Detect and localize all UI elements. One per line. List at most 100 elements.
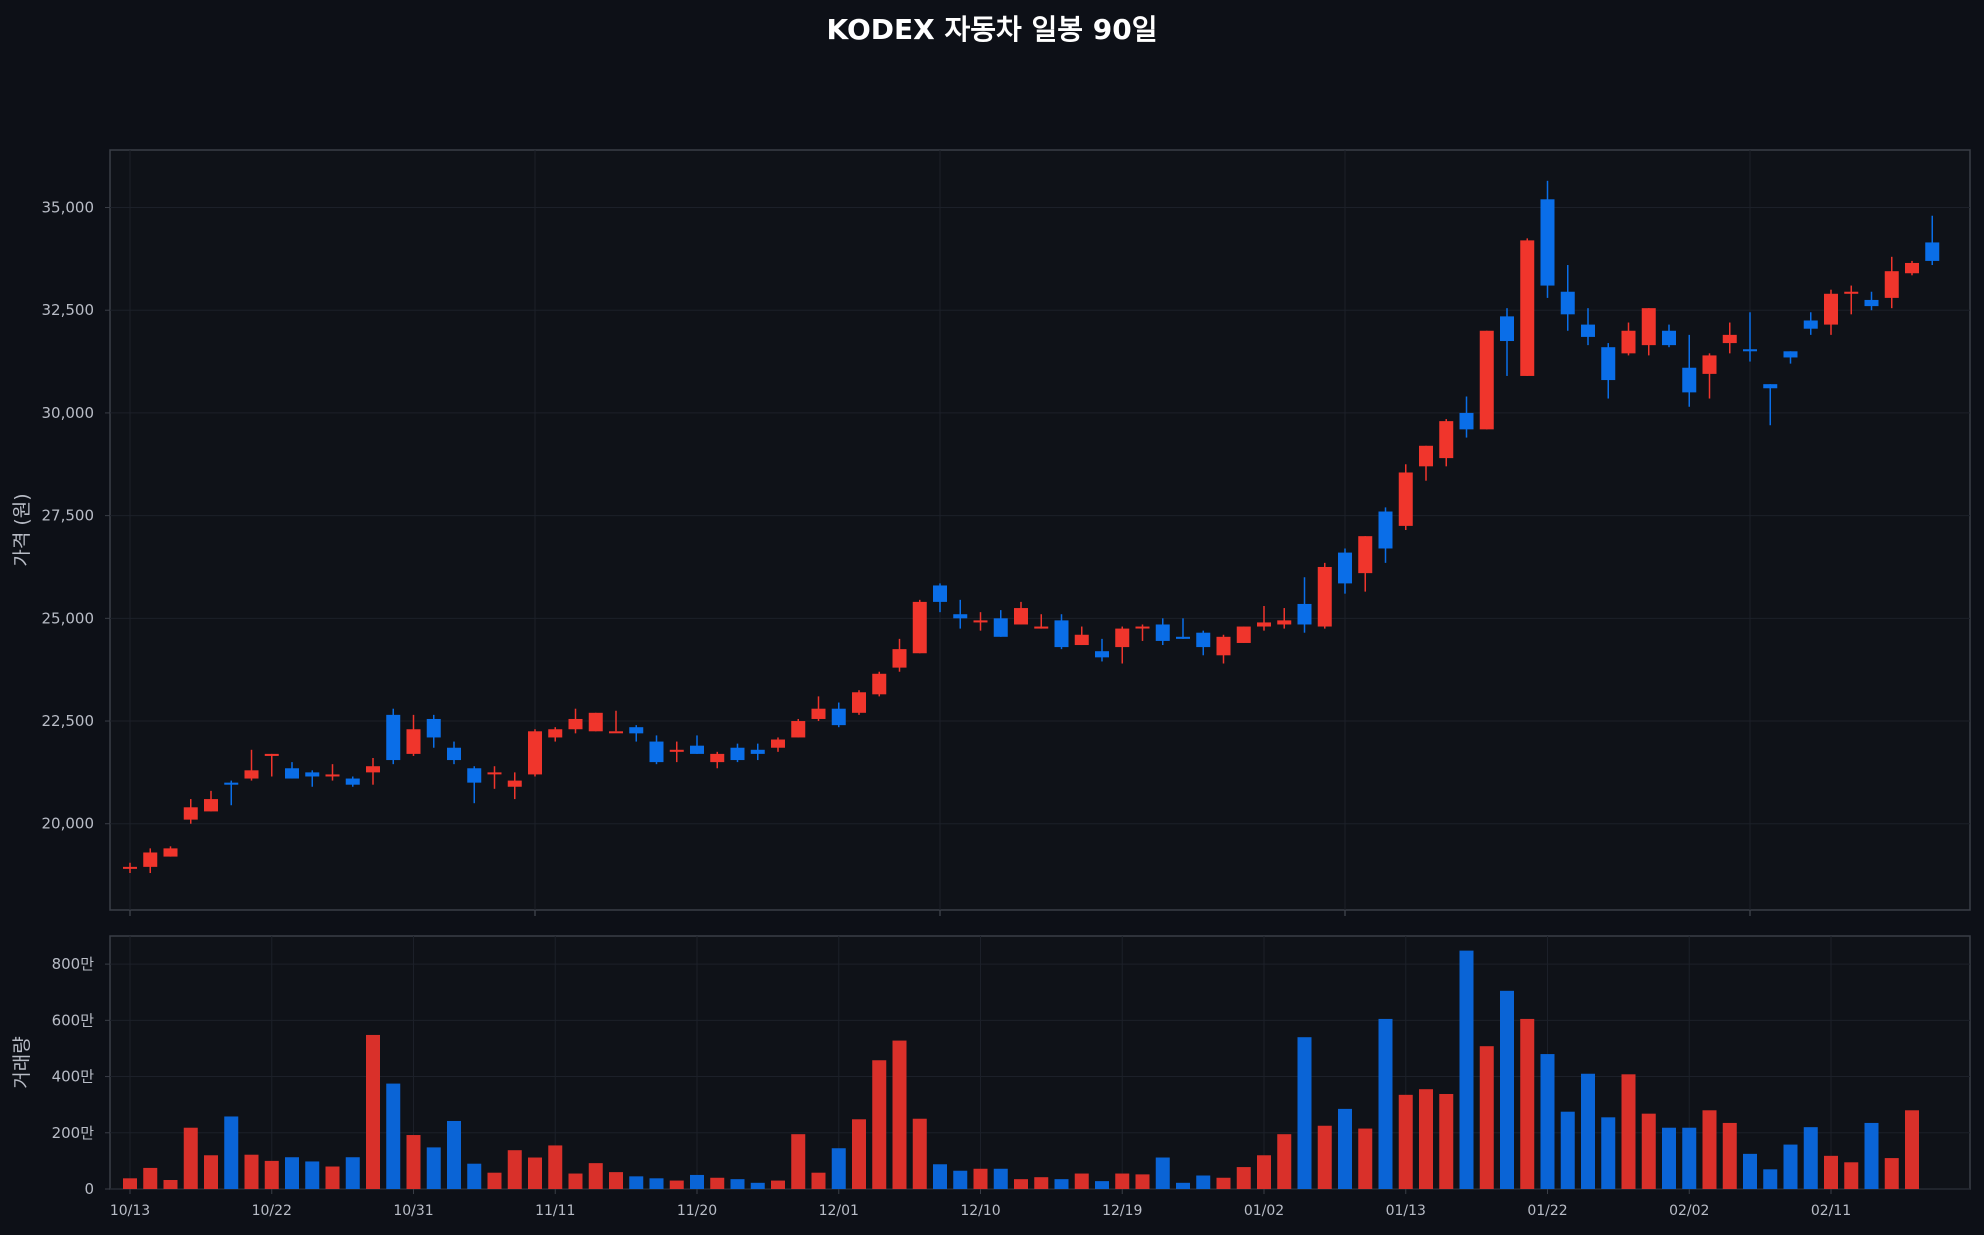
volume-bar: [791, 1134, 806, 1189]
candle: [730, 743, 745, 763]
candle: [1682, 334, 1697, 407]
candle-body: [1500, 316, 1514, 342]
candle-body: [1236, 626, 1251, 643]
candle-body: [1884, 271, 1899, 298]
volume-bar: [1662, 1127, 1676, 1189]
volume-bar: [1257, 1155, 1271, 1189]
candle-body: [1824, 293, 1838, 325]
candle: [933, 583, 947, 613]
volume-bar: [1743, 1153, 1757, 1189]
candle: [467, 766, 482, 804]
volume-bar: [730, 1179, 745, 1189]
candle: [1459, 396, 1474, 438]
candle: [285, 762, 299, 779]
x-tick-label: 02/02: [1669, 1203, 1709, 1219]
candle-body: [1763, 384, 1778, 389]
candle-body: [406, 729, 421, 754]
volume-bar: [1034, 1177, 1049, 1189]
volume-bar: [1479, 1046, 1494, 1189]
candle: [1439, 419, 1454, 467]
candle-body: [548, 729, 563, 738]
candle: [649, 735, 664, 765]
volume-bar: [163, 1180, 178, 1189]
x-tick-label: 10/22: [252, 1203, 292, 1219]
volume-bar: [386, 1083, 401, 1189]
candle: [1925, 215, 1940, 266]
candle-body: [1479, 330, 1494, 430]
volume-bar: [467, 1163, 482, 1189]
candle: [1702, 353, 1717, 399]
volume-bar: [1601, 1117, 1616, 1189]
candle-body: [1034, 626, 1049, 629]
volume-bar: [588, 1163, 603, 1189]
candle: [609, 710, 623, 734]
candle: [1176, 618, 1190, 639]
x-tick-label: 11/20: [677, 1203, 717, 1219]
volume-bar: [993, 1168, 1008, 1189]
volume-bar: [143, 1167, 158, 1189]
volume-bar: [507, 1150, 522, 1189]
volume-bar: [204, 1155, 218, 1189]
candle: [1560, 265, 1575, 331]
candle: [1763, 384, 1778, 426]
volume-bar: [568, 1173, 583, 1189]
candle-body: [1641, 308, 1656, 346]
price-tick-label: 22,500: [42, 712, 95, 730]
volume-bar: [1581, 1073, 1595, 1189]
volume-bar: [1520, 1018, 1535, 1189]
candle-body: [1216, 636, 1231, 656]
candle-body: [1540, 199, 1555, 286]
candle: [811, 696, 826, 722]
volume-bar: [1317, 1125, 1332, 1189]
candle-body: [1095, 651, 1109, 658]
candle: [1135, 624, 1150, 641]
candle-body: [1338, 552, 1352, 584]
volume-bar: [1419, 1089, 1433, 1189]
volume-bar: [609, 1172, 623, 1189]
volume-bar: [649, 1178, 664, 1189]
candle: [1196, 630, 1211, 656]
candle-body: [1297, 603, 1312, 625]
candle: [710, 751, 725, 769]
volume-bar: [1500, 990, 1514, 1189]
candle: [528, 729, 542, 777]
x-tick-label: 02/11: [1811, 1203, 1851, 1219]
candle: [588, 712, 603, 732]
candle-body: [1135, 626, 1150, 629]
candle-body: [264, 753, 279, 756]
candle: [204, 790, 218, 812]
candle: [143, 848, 158, 874]
volume-panel: 0 200만 400만 600만 800만 10/13 10/22 10/31 11/11 11/…: [11, 935, 1971, 1219]
volume-tick-label: 200만: [52, 1124, 95, 1142]
volume-bar: [183, 1127, 198, 1189]
candle: [1581, 308, 1595, 346]
volume-bar: [1014, 1179, 1028, 1189]
candle-body: [1459, 412, 1474, 430]
x-tick-label: 10/13: [110, 1203, 150, 1219]
candle-body: [1702, 355, 1717, 374]
candle: [771, 737, 785, 752]
candle: [912, 599, 927, 654]
candle: [892, 638, 907, 672]
candle-body: [568, 718, 583, 730]
candle-body: [1905, 262, 1919, 274]
volume-bar: [710, 1177, 725, 1189]
candle: [1297, 577, 1312, 633]
candle: [1803, 312, 1818, 335]
volume-bar: [1054, 1179, 1069, 1189]
candle: [629, 725, 644, 742]
candle-body: [1925, 242, 1940, 261]
candle-body: [892, 649, 907, 668]
volume-bar: [426, 1147, 441, 1189]
price-tick-label: 25,000: [42, 609, 95, 627]
volume-bar: [953, 1170, 968, 1189]
candle: [953, 599, 968, 629]
volume-bar: [1722, 1122, 1737, 1189]
candle-body: [204, 799, 218, 812]
volume-bar: [831, 1148, 846, 1189]
x-tick-label: 01/13: [1386, 1203, 1426, 1219]
candle: [264, 753, 279, 777]
candle: [548, 727, 563, 742]
volume-bar: [528, 1157, 542, 1189]
volume-bar: [1439, 1093, 1454, 1189]
